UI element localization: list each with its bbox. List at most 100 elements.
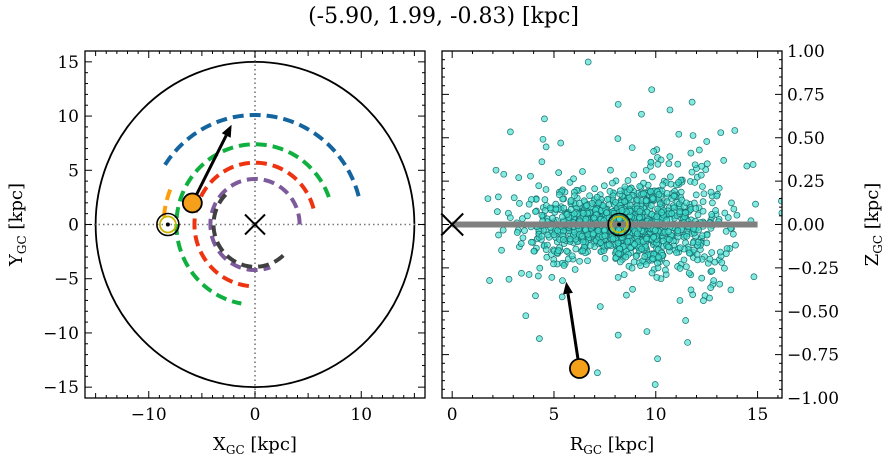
star-point [623, 291, 630, 299]
star-point [683, 263, 690, 271]
star-point [522, 312, 530, 320]
star-point [654, 355, 661, 363]
star-point [541, 196, 549, 203]
star-point [525, 200, 533, 208]
star-point [642, 166, 650, 174]
star-point [632, 252, 640, 260]
star-point [692, 191, 700, 199]
star-point [700, 297, 707, 305]
right-velocity-arrow-shaft [566, 293, 581, 369]
star-point [500, 170, 508, 178]
star-point [695, 146, 703, 154]
star-point [752, 200, 759, 208]
star-point [601, 232, 609, 240]
galactic-center-marker [244, 213, 266, 236]
star-point [649, 255, 657, 263]
star-point [659, 237, 667, 245]
star-point [615, 250, 622, 257]
star-point [538, 158, 546, 166]
x-tick-label: 5 [549, 405, 560, 425]
star-point [597, 239, 604, 246]
star-point [628, 264, 636, 272]
star-point [527, 172, 534, 180]
star-point [694, 211, 702, 219]
star-point [722, 250, 730, 258]
star-point [673, 249, 680, 257]
star-point [647, 158, 655, 166]
star-point [495, 231, 502, 239]
star-point [582, 226, 590, 234]
spiral-arm-blue [160, 112, 361, 197]
x-tick-label: 0 [250, 405, 261, 425]
star-point [730, 205, 738, 213]
star-point [703, 239, 711, 247]
star-point [550, 260, 557, 268]
star-point [666, 153, 674, 160]
star-point [683, 232, 691, 240]
star-point [687, 286, 695, 294]
star-point [616, 258, 624, 266]
star-point [697, 171, 705, 179]
star-point [749, 161, 757, 168]
left-velocity-arrow-head [221, 124, 232, 138]
star-point [600, 182, 608, 190]
star-point [637, 262, 644, 270]
star-point [717, 129, 725, 137]
star-point [595, 199, 603, 207]
star-point [609, 235, 617, 243]
star-point [715, 184, 723, 192]
star-point [498, 246, 505, 254]
star-point [691, 179, 699, 186]
star-point [571, 192, 578, 200]
star-point [538, 211, 546, 219]
star-point [640, 190, 647, 198]
star-point [505, 275, 513, 283]
y-tick-label: 0.25 [787, 172, 825, 192]
star-point [665, 228, 673, 236]
star-point [699, 207, 707, 215]
star-point [706, 255, 714, 263]
star-point [579, 238, 587, 246]
star-point [515, 174, 523, 181]
star-point [743, 162, 751, 170]
star-point [563, 247, 571, 255]
star-point [620, 271, 628, 278]
star-point [708, 249, 716, 256]
star-point [670, 192, 678, 200]
sun-center-dot [617, 222, 622, 227]
star-point [591, 185, 599, 193]
star-point [586, 242, 594, 249]
star-point [605, 241, 613, 249]
star-point [659, 181, 667, 189]
star-point [658, 209, 665, 216]
star-point [698, 274, 706, 282]
star-point [648, 173, 656, 181]
star-point [624, 237, 632, 245]
star-point [663, 198, 671, 206]
star-point [484, 195, 492, 203]
star-point [552, 200, 560, 208]
star-point [685, 249, 693, 257]
star-point [642, 261, 650, 268]
star-point [699, 183, 706, 190]
y-tick-label: −5 [54, 270, 79, 290]
star-point [579, 168, 586, 175]
star-point [518, 269, 525, 277]
right-velocity-arrow-head [563, 281, 573, 295]
star-point [707, 188, 715, 196]
star-point [663, 259, 670, 267]
star-point [559, 277, 566, 284]
star-point [641, 253, 649, 260]
star-point [538, 232, 546, 240]
star-point [507, 128, 514, 136]
y-axis-label: YGC [kpc] [6, 183, 29, 267]
y-tick-label: −15 [43, 378, 79, 398]
x-axis-label: XGC [kpc] [213, 434, 297, 457]
star-point [682, 209, 689, 217]
star-point [560, 204, 568, 212]
left-plot-area [85, 51, 425, 398]
star-point [534, 272, 542, 280]
spiral-arm-purple [208, 176, 302, 273]
star-point [729, 230, 737, 238]
